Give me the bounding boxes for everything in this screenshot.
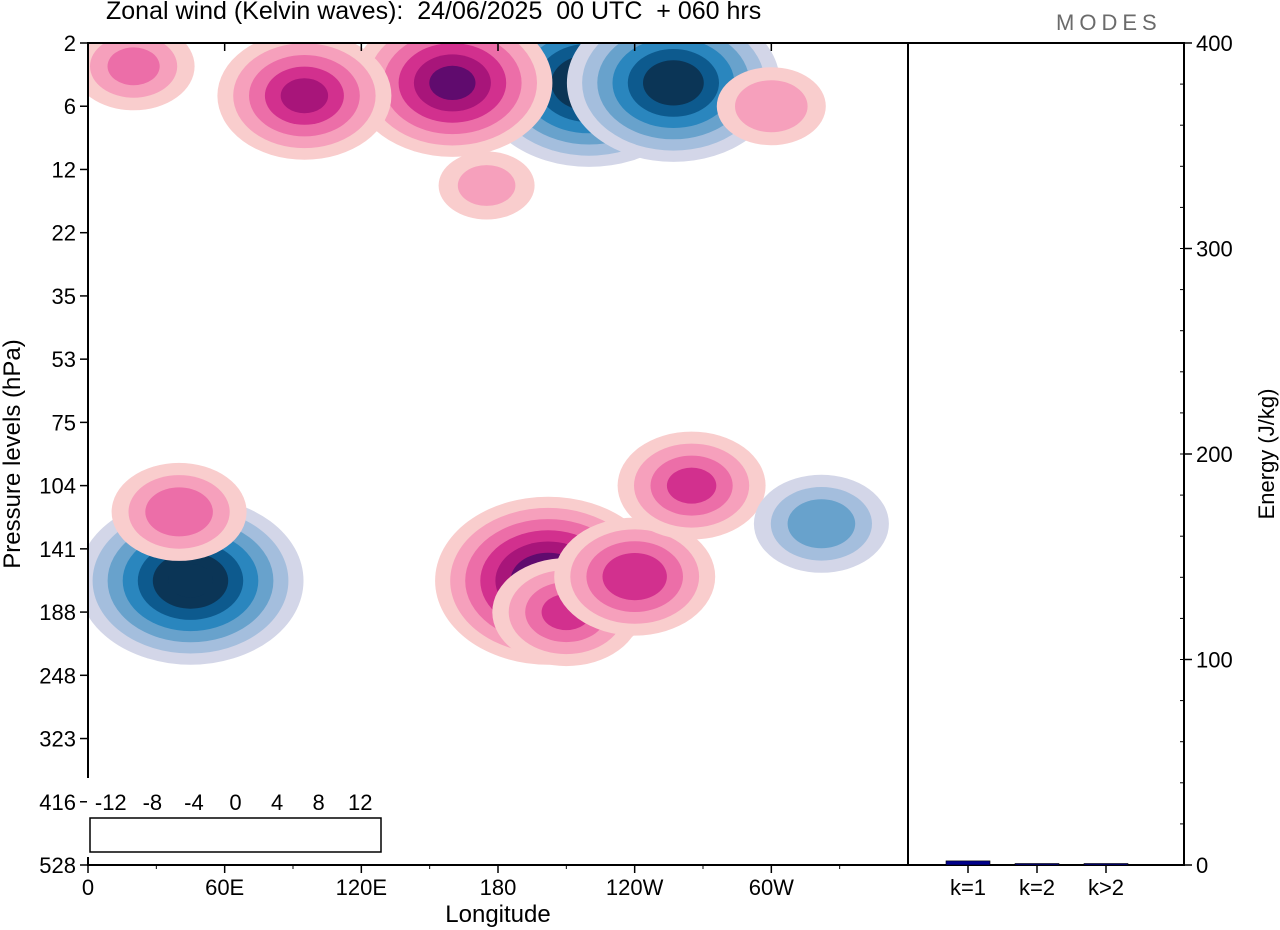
y-tick-label: 323 — [39, 727, 76, 752]
y-tick-label: 416 — [39, 790, 76, 815]
brand-logo: MODES — [1056, 10, 1162, 35]
wind-anomaly-westerly-12 — [217, 43, 392, 160]
x-tick-label: 120W — [606, 875, 664, 900]
y-tick-label: 53 — [52, 347, 76, 372]
wind-anomaly-westerly-8 — [554, 517, 716, 636]
contour-band — [107, 47, 160, 86]
energy-tick-label: 300 — [1196, 237, 1233, 262]
y-tick-label: 22 — [52, 221, 76, 246]
contour-band — [643, 60, 704, 106]
contour-band — [735, 80, 808, 133]
contour-band — [280, 78, 329, 114]
y-tick-label: 35 — [52, 284, 76, 309]
contour-band — [429, 65, 476, 100]
chart-title: Zonal wind (Kelvin waves): 24/06/2025 00… — [106, 0, 762, 25]
wind-anomaly-easterly-5 — [566, 43, 780, 162]
x-tick-label: 60E — [205, 875, 244, 900]
wind-anomaly-westerly-4 — [352, 43, 553, 157]
wind-anomaly-easterly-0 — [88, 496, 304, 665]
contour-band — [787, 499, 856, 549]
wind-anomaly-westerly-2 — [111, 462, 247, 561]
energy-cat-label: k=2 — [1019, 875, 1055, 900]
y-tick-label: 248 — [39, 663, 76, 688]
wind-anomaly-westerly-13 — [716, 67, 826, 146]
y-tick-label: 104 — [39, 474, 76, 499]
legend-label: 0 — [229, 790, 241, 815]
x-tick-label: 60W — [749, 875, 794, 900]
y-tick-label: 75 — [52, 410, 76, 435]
energy-tick-label: 0 — [1196, 853, 1208, 878]
energy-tick-label: 200 — [1196, 442, 1233, 467]
energy-panel-frame — [907, 42, 1185, 866]
y-tick-label: 141 — [39, 537, 76, 562]
energy-bar — [1083, 863, 1129, 866]
legend-label: -12 — [95, 790, 127, 815]
legend-label: 8 — [313, 790, 325, 815]
wind-anomaly-westerly-9 — [617, 431, 766, 540]
contour-band — [167, 563, 214, 598]
energy-bar — [945, 860, 991, 866]
y-tick-label: 12 — [52, 157, 76, 182]
y-axis-label: Pressure levels (hPa) — [0, 339, 26, 568]
x-tick-label: 180 — [480, 875, 517, 900]
legend-label: -4 — [184, 790, 204, 815]
contour-band — [602, 553, 667, 601]
legend-frame — [89, 817, 382, 853]
legend-label: 4 — [271, 790, 283, 815]
y-tick-label: 188 — [39, 600, 76, 625]
contour-band — [457, 165, 516, 206]
wind-anomaly-westerly-1 — [88, 43, 195, 111]
legend-label: -8 — [143, 790, 163, 815]
y-tick-label: 528 — [39, 853, 76, 878]
legend-label: 12 — [348, 790, 372, 815]
zonal-wind-heatmap — [88, 43, 908, 865]
contour-band — [666, 467, 717, 504]
energy-axis-label: Energy (J/kg) — [1254, 389, 1279, 520]
y-tick-label: 6 — [64, 94, 76, 119]
y-tick-label: 2 — [64, 31, 76, 56]
wind-anomaly-westerly-11 — [438, 151, 535, 220]
energy-cat-label: k>2 — [1088, 875, 1124, 900]
energy-tick-label: 400 — [1196, 31, 1233, 56]
energy-cat-label: k=1 — [950, 875, 986, 900]
contour-band — [145, 487, 213, 537]
x-tick-label: 120E — [336, 875, 387, 900]
energy-bar — [1014, 863, 1060, 866]
wind-anomaly-easterly-10 — [753, 474, 889, 573]
x-tick-label: 0 — [82, 875, 94, 900]
x-axis-label: Longitude — [445, 901, 550, 928]
energy-tick-label: 100 — [1196, 648, 1233, 673]
